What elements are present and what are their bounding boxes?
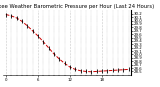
Title: Milwaukee Weather Barometric Pressure per Hour (Last 24 Hours): Milwaukee Weather Barometric Pressure pe…	[0, 4, 154, 9]
